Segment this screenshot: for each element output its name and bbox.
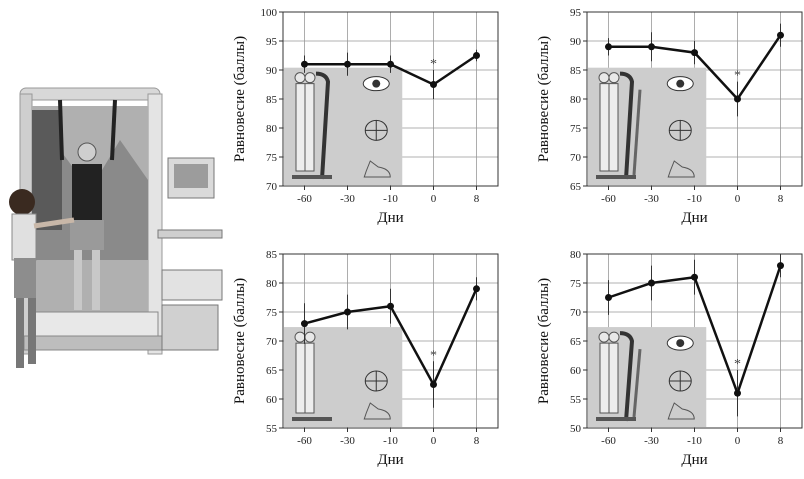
x-tick-label: -10 [383,435,398,447]
x-tick-label: -60 [601,435,616,447]
x-tick-label: -60 [601,193,616,205]
data-point [473,52,480,59]
significance-marker: * [734,69,741,84]
x-axis-label: Дни [377,210,403,226]
y-tick-label: 90 [266,65,278,77]
x-tick-label: 8 [474,193,480,205]
x-tick-label: -10 [687,435,702,447]
x-tick-label: -60 [297,193,312,205]
y-tick-label: 100 [261,7,278,19]
x-tick-label: 0 [735,193,741,205]
x-tick-label: -30 [644,193,659,205]
significance-marker: * [430,348,437,363]
y-tick-label: 85 [266,94,278,106]
y-axis-label: Равновесие (баллы) [232,36,248,162]
data-point [691,49,698,57]
x-axis-label: Дни [681,452,707,468]
x-tick-label: -10 [383,193,398,205]
x-tick-label: 8 [778,193,784,205]
data-point [430,81,437,88]
y-tick-label: 80 [570,94,582,106]
balance-platform-photo [0,80,228,380]
data-point [777,262,784,270]
data-point [301,320,308,328]
balance-chart-2: 65 70 75 80 85 90 95 -60 -30 -10 0 8 Дни Равновесие (… [532,0,804,237]
y-tick-label: 65 [266,365,278,377]
y-tick-label: 55 [266,423,278,435]
y-tick-label: 65 [570,336,582,348]
y-tick-label: 75 [570,123,582,135]
significance-marker: * [430,57,437,72]
data-point [691,273,698,281]
data-point [777,31,784,39]
condition-inset-icon [588,67,707,185]
balance-chart-1: 70 75 80 85 90 95 100 -60 -30 -10 0 8 Дни Равновесие … [228,0,518,237]
x-tick-label: -60 [297,435,312,447]
data-point [430,381,437,388]
data-point [605,294,612,301]
data-point [473,285,480,293]
condition-inset-icon [284,327,403,427]
y-tick-label: 80 [266,278,278,290]
y-tick-label: 75 [570,278,582,290]
x-tick-label: 0 [431,193,437,205]
y-tick-label: 60 [266,394,278,406]
data-point [648,43,655,51]
y-tick-label: 95 [570,7,582,19]
data-point [387,60,394,68]
y-tick-label: 70 [266,336,278,348]
condition-inset-icon [284,67,403,185]
condition-inset-icon [588,327,707,427]
x-tick-label: 8 [778,435,784,447]
y-tick-label: 90 [570,36,582,48]
data-point [734,389,741,397]
data-point [387,302,394,310]
x-tick-label: 0 [735,435,741,447]
y-tick-label: 65 [570,181,582,193]
x-tick-label: -10 [687,193,702,205]
x-axis-label: Дни [377,452,403,468]
x-tick-label: -30 [644,435,659,447]
y-tick-label: 70 [266,181,278,193]
y-tick-label: 85 [570,65,582,77]
y-tick-label: 70 [570,307,582,319]
y-tick-label: 70 [570,152,582,164]
significance-marker: * [734,357,741,372]
balance-chart-3: 55 60 65 70 75 80 85 -60 -30 -10 0 8 Дни Равновесие (… [228,242,518,479]
x-tick-label: -30 [340,193,355,205]
y-tick-label: 80 [570,249,582,261]
y-axis-label: Равновесие (баллы) [232,278,248,404]
y-tick-label: 50 [570,423,582,435]
y-tick-label: 80 [266,123,278,135]
x-tick-label: 0 [431,435,437,447]
y-axis-label: Равновесие (баллы) [536,278,552,404]
y-tick-label: 85 [266,249,278,261]
y-tick-label: 75 [266,307,278,319]
x-tick-label: 8 [474,435,480,447]
data-point [734,95,741,103]
data-point [605,43,612,51]
data-point [301,60,308,68]
y-axis-label: Равновесие (баллы) [536,36,552,162]
y-tick-label: 95 [266,36,278,48]
data-point [344,308,351,316]
y-tick-label: 75 [266,152,278,164]
y-tick-label: 60 [570,365,582,377]
x-tick-label: -30 [340,435,355,447]
y-tick-label: 55 [570,394,582,406]
x-axis-label: Дни [681,210,707,226]
data-point [648,279,655,287]
balance-chart-4: 50 55 60 65 70 75 80 -60 -30 -10 0 8 Дни Равновесие (… [532,242,804,479]
data-point [344,60,351,68]
